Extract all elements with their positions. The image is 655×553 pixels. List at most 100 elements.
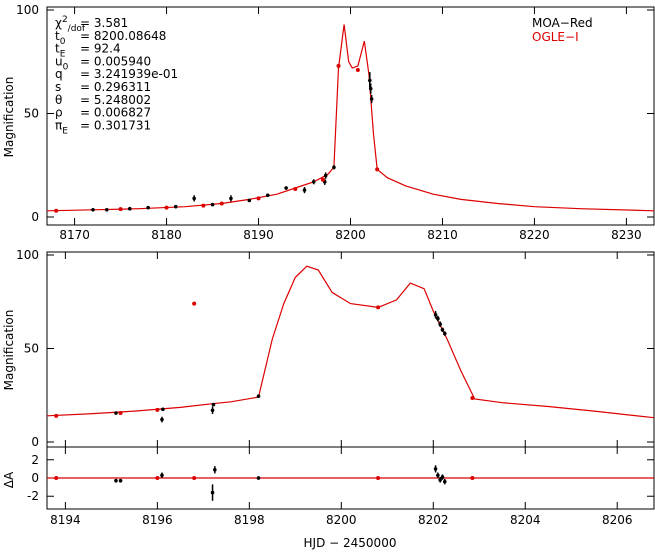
moa-point	[284, 186, 288, 190]
moa-point	[265, 193, 270, 198]
moa-point	[433, 313, 438, 317]
ogle-point	[155, 476, 160, 480]
ogle-point	[470, 396, 475, 401]
moa-point	[368, 86, 373, 91]
y-tick-label: 50	[24, 342, 39, 356]
moa-point	[256, 476, 261, 480]
param-4: q = 3.241939e-01	[55, 67, 178, 81]
ogle-point	[336, 63, 341, 68]
moa-point	[438, 322, 442, 326]
x-tick-label: 8200	[335, 228, 366, 242]
y-tick-label: 100	[16, 248, 39, 262]
moa-point	[210, 490, 215, 495]
ogle-point	[164, 205, 169, 210]
param-3: u0 = 0.005940	[55, 54, 151, 72]
ogle-point	[54, 476, 59, 480]
middle-panel-frame	[46, 251, 655, 448]
ogle-point	[155, 407, 160, 412]
moa-point	[332, 165, 336, 170]
ogle-point	[470, 476, 475, 480]
moa-point	[440, 328, 445, 332]
moa-point	[211, 402, 216, 407]
ogle-point	[355, 68, 360, 73]
moa-point	[127, 206, 132, 211]
moa-point	[323, 173, 328, 178]
moa-point	[369, 97, 374, 101]
x-axis-label: HJD − 2450000	[304, 536, 397, 550]
moa-point	[436, 473, 440, 478]
ogle-point	[376, 305, 381, 310]
ogle-point	[256, 196, 261, 201]
model-curve	[46, 24, 655, 212]
moa-point	[442, 331, 447, 336]
ogle-point	[192, 301, 197, 306]
param-2: tE = 92.4	[55, 42, 121, 60]
param-8: πE = 0.301731	[55, 118, 151, 136]
x-tick-label: 8198	[234, 513, 265, 527]
moa-point	[213, 467, 217, 472]
legend-ogle: OGLE−I	[532, 30, 579, 44]
moa-point	[438, 478, 442, 482]
y-tick-label: 2	[31, 453, 39, 467]
moa-point	[91, 207, 95, 212]
moa-point	[161, 407, 165, 412]
ogle-point	[320, 177, 325, 182]
param-0: χ2/dof= 3.581	[55, 15, 128, 34]
moa-point	[210, 202, 215, 207]
moa-point	[302, 188, 307, 192]
ogle-point	[375, 167, 380, 172]
moa-point	[433, 467, 438, 471]
moa-point	[311, 180, 316, 184]
top-ylabel: Magnification	[2, 77, 16, 158]
moa-point	[436, 316, 440, 321]
x-tick-label: 8194	[50, 513, 81, 527]
moa-point	[368, 78, 372, 83]
y-tick-label: 0	[31, 435, 39, 449]
y-tick-label: 0	[31, 471, 39, 485]
x-tick-label: 8196	[142, 513, 173, 527]
moa-point	[229, 196, 233, 201]
moa-point	[442, 479, 447, 484]
x-tick-label: 8170	[59, 228, 90, 242]
moa-point	[114, 411, 118, 415]
ogle-point	[219, 201, 224, 206]
ogle-point	[192, 476, 197, 480]
x-tick-label: 8180	[151, 228, 182, 242]
residual-ylabel: ΔA	[2, 471, 16, 488]
moa-point	[173, 204, 178, 209]
moa-point	[160, 417, 164, 422]
y-tick-label: -2	[27, 489, 39, 503]
moa-point	[256, 394, 261, 398]
y-tick-label: 0	[31, 210, 39, 224]
model-curve	[46, 265, 655, 419]
moa-point	[114, 478, 118, 483]
middle-ylabel: Magnification	[2, 310, 16, 391]
moa-point	[210, 408, 215, 413]
ogle-point	[118, 411, 123, 416]
x-tick-label: 8190	[243, 228, 274, 242]
moa-point	[192, 196, 196, 201]
moa-point	[104, 207, 109, 212]
ogle-point	[118, 207, 123, 212]
param-5: s = 0.296311	[55, 80, 151, 94]
x-tick-label: 8206	[602, 513, 633, 527]
moa-point	[118, 478, 123, 483]
legend-moa: MOA−Red	[532, 16, 593, 30]
param-6: θ = 5.248002	[55, 93, 151, 107]
param-7: ρ = 0.006827	[55, 106, 151, 120]
moa-point	[160, 473, 164, 478]
ogle-point	[54, 413, 59, 418]
chart-marks: 8170 8180 8190 8200 8210 8220 8230 0 50 100 0 50 100…	[16, 3, 655, 527]
y-tick-label: 100	[16, 3, 39, 17]
x-tick-label: 8230	[611, 228, 642, 242]
ogle-point	[376, 476, 381, 480]
x-tick-label: 8204	[510, 513, 541, 527]
x-tick-label: 8202	[418, 513, 449, 527]
ogle-point	[54, 208, 59, 213]
moa-point	[247, 198, 252, 203]
y-tick-label: 50	[24, 107, 39, 121]
moa-point	[146, 205, 150, 210]
param-1: t0 = 8200.08648	[55, 29, 166, 47]
x-tick-label: 8220	[519, 228, 550, 242]
